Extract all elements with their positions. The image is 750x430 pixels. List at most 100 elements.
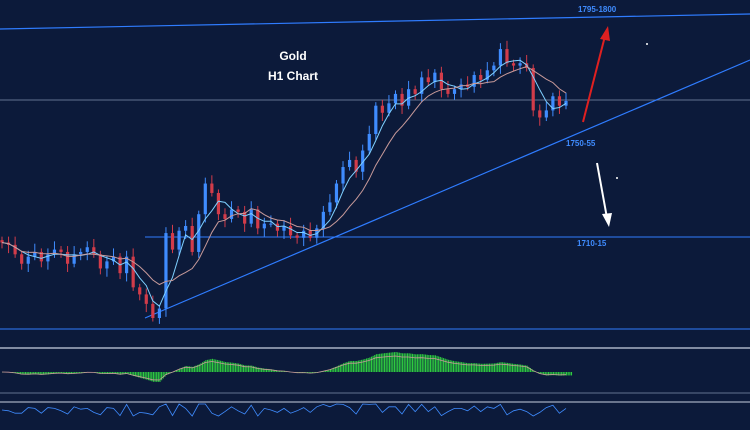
macd-bar — [38, 372, 40, 375]
macd-bar — [131, 372, 133, 376]
candle — [52, 241, 57, 258]
candle — [170, 224, 175, 254]
macd-bar — [428, 355, 430, 372]
macd-bar — [493, 363, 495, 372]
macd-bar — [121, 372, 123, 375]
candle — [439, 66, 443, 98]
macd-bar — [339, 364, 341, 372]
candle — [531, 64, 535, 117]
level-label-resistance: 1795-1800 — [578, 5, 617, 14]
macd-bar — [434, 355, 436, 372]
macd-bar — [198, 364, 200, 372]
macd-bar — [213, 359, 215, 372]
macd-bar — [270, 369, 273, 372]
macd-bar — [400, 352, 402, 372]
macd-bar — [233, 362, 235, 372]
macd-bar — [420, 354, 422, 372]
macd-bar — [324, 370, 327, 372]
macd-bar — [347, 361, 350, 372]
macd-bar — [147, 372, 150, 381]
candle — [472, 71, 476, 93]
macd-signal-line — [1, 355, 567, 381]
macd-bar — [111, 372, 113, 374]
macd-bar — [239, 364, 241, 372]
macd-bar — [149, 372, 151, 381]
macd-bar — [31, 372, 33, 375]
macd-bar — [516, 364, 518, 372]
candle — [26, 250, 30, 272]
macd-bar — [356, 360, 358, 372]
macd-bar — [62, 372, 64, 374]
macd-bar — [44, 372, 46, 375]
candle — [46, 248, 50, 270]
macd-bar — [210, 359, 212, 372]
macd-bar — [480, 363, 482, 372]
macd-bar — [369, 357, 371, 372]
macd-bar — [552, 372, 555, 376]
macd-histogram — [1, 352, 573, 382]
macd-bar — [341, 363, 343, 372]
macd-bar — [77, 372, 79, 374]
candle — [157, 305, 161, 324]
moving-averages — [1, 59, 567, 308]
macd-bar — [467, 363, 469, 372]
macd-bar — [69, 372, 71, 375]
macd-bar — [457, 361, 459, 372]
macd-bar — [469, 363, 471, 372]
macd-bar — [174, 371, 176, 372]
macd-bar — [439, 356, 441, 372]
macd-bar — [134, 372, 136, 377]
candle — [367, 125, 371, 155]
oscillator-panel — [1, 403, 567, 417]
macd-bar — [446, 359, 448, 372]
macd-bar — [331, 368, 333, 372]
macd-bar — [187, 366, 189, 372]
macd-bar — [539, 372, 541, 374]
candle — [393, 90, 398, 110]
macd-bar — [402, 353, 404, 372]
macd-bar — [193, 366, 195, 372]
macd-bar — [98, 372, 100, 374]
macd-bar — [385, 353, 387, 372]
macd-bar — [452, 360, 455, 372]
macd-bar — [16, 372, 18, 374]
macd-bar — [267, 368, 269, 372]
macd-bar — [120, 372, 122, 375]
candle — [328, 194, 332, 216]
macd-bar — [46, 372, 48, 375]
macd-bar — [570, 372, 573, 376]
macd-bar — [29, 372, 32, 375]
bullish-arrow — [582, 35, 606, 123]
candle — [203, 177, 207, 223]
macd-bar — [224, 362, 227, 372]
chart-title: Gold — [279, 49, 306, 63]
macd-bar — [392, 352, 394, 372]
bearish-arrow-head — [602, 213, 612, 227]
macd-bar — [403, 353, 405, 372]
macd-bar — [479, 363, 481, 372]
candle — [420, 71, 424, 103]
macd-bar — [567, 372, 569, 376]
macd-bar — [374, 355, 376, 372]
macd-bar — [269, 369, 271, 372]
candle — [138, 283, 142, 301]
macd-bar — [497, 362, 499, 372]
macd-bar — [477, 363, 479, 372]
macd-bar — [229, 362, 232, 372]
candle — [216, 189, 221, 221]
macd-bar — [141, 372, 143, 379]
candle — [400, 88, 404, 114]
macd-bar — [156, 372, 158, 382]
macd-bar — [346, 362, 348, 372]
candle — [308, 222, 312, 242]
macd-bar — [546, 372, 548, 376]
candle — [197, 210, 201, 258]
macd-bar — [47, 372, 50, 375]
macd-bar — [249, 365, 251, 372]
candle — [485, 62, 489, 84]
macd-bar — [485, 363, 487, 372]
macd-bar — [254, 366, 256, 372]
candle — [321, 205, 325, 237]
macd-bar — [202, 362, 204, 372]
macd-bar — [375, 354, 377, 372]
